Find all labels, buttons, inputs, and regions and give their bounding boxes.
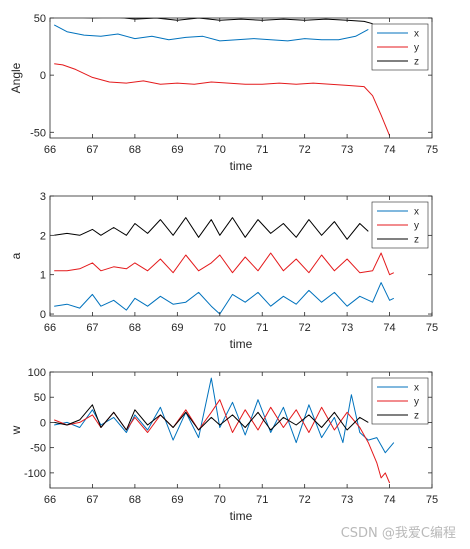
x-tick-label: 74: [383, 144, 395, 156]
x-tick-label: 69: [171, 494, 183, 506]
series-line-z: [54, 217, 369, 240]
x-tick-label: 75: [426, 494, 438, 506]
subplot-1: 66 67 68 69 70 71 72 73 74 75 -50 0 50 time Angle xyz: [9, 13, 438, 173]
x-axis-label: time: [230, 159, 253, 173]
x-axis-label: time: [230, 509, 253, 523]
y-tick-label: 0: [40, 417, 46, 429]
legend-label-y: y: [414, 221, 419, 232]
x-tick-label: 73: [341, 144, 353, 156]
y-axis-label: Angle: [9, 62, 23, 93]
legend-label-y: y: [414, 43, 419, 54]
series-line-y: [54, 252, 395, 276]
x-tick-label: 66: [44, 494, 56, 506]
axes-box: [49, 17, 433, 139]
legend: xyz: [371, 201, 429, 249]
legend-label-x: x: [414, 29, 419, 40]
legend: xyz: [371, 377, 429, 425]
series-line-x: [54, 282, 395, 315]
series-line-y: [54, 63, 391, 136]
watermark-text: CSDN @我爱C编程: [340, 526, 456, 541]
y-axis-label: w: [9, 425, 23, 435]
plot-area: [50, 196, 432, 316]
x-tick-label: 66: [44, 144, 56, 156]
x-tick-label: 67: [86, 494, 98, 506]
legend-label-z: z: [414, 235, 419, 246]
y-tick-label: -50: [30, 443, 46, 455]
legend-label-z: z: [414, 411, 419, 422]
x-tick-label: 68: [129, 144, 141, 156]
y-axis-label: a: [9, 252, 23, 259]
x-tick-label: 75: [426, 322, 438, 334]
x-tick-label: 72: [299, 144, 311, 156]
legend-label-x: x: [414, 383, 419, 394]
x-tick-label: 74: [383, 494, 395, 506]
plot-area: [50, 372, 432, 488]
y-tick-label: 50: [34, 13, 46, 25]
x-tick-label: 71: [256, 322, 268, 334]
x-tick-label: 66: [44, 322, 56, 334]
y-tick-label: 50: [34, 392, 46, 404]
series-group: [54, 217, 395, 315]
y-tick-label: 0: [40, 309, 46, 321]
x-tick-label: 68: [129, 322, 141, 334]
x-tick-label: 67: [86, 144, 98, 156]
x-tick-label: 67: [86, 322, 98, 334]
axes-box: [49, 371, 433, 489]
series-line-z: [54, 404, 369, 431]
series-line-x: [54, 377, 395, 454]
x-tick-label: 69: [171, 322, 183, 334]
y-tick-label: 3: [40, 191, 46, 203]
y-tick-label: -50: [30, 127, 46, 139]
x-tick-label: 70: [214, 494, 226, 506]
y-tick-label: 0: [40, 70, 46, 82]
x-tick-label: 70: [214, 144, 226, 156]
y-tick-label: 2: [40, 230, 46, 242]
x-tick-label: 73: [341, 322, 353, 334]
series-line-x: [53, 24, 369, 42]
x-tick-label: 73: [341, 494, 353, 506]
axes-box: [49, 195, 433, 317]
x-tick-label: 72: [299, 322, 311, 334]
legend-label-z: z: [414, 57, 419, 68]
x-tick-label: 72: [299, 494, 311, 506]
x-tick-label: 75: [426, 144, 438, 156]
legend-label-x: x: [414, 207, 419, 218]
x-tick-label: 68: [129, 494, 141, 506]
x-tick-label: 71: [256, 144, 268, 156]
y-tick-label: 1: [40, 270, 46, 282]
series-group: [54, 377, 395, 484]
x-tick-label: 69: [171, 144, 183, 156]
x-tick-label: 74: [383, 322, 395, 334]
plot-area: [50, 18, 432, 138]
x-axis-label: time: [230, 337, 253, 351]
legend-label-y: y: [414, 397, 419, 408]
subplot-3: 66 67 68 69 70 71 72 73 74 75 -100 -50 0 50 100 time w xy…: [9, 367, 438, 523]
x-tick-label: 70: [214, 322, 226, 334]
y-tick-label: 100: [28, 367, 46, 379]
x-tick-label: 71: [256, 494, 268, 506]
y-tick-label: -100: [24, 468, 46, 480]
subplot-2: 66 67 68 69 70 71 72 73 74 75 0 1 2 3 time a xyz: [9, 191, 438, 351]
legend: xyz: [371, 23, 429, 71]
